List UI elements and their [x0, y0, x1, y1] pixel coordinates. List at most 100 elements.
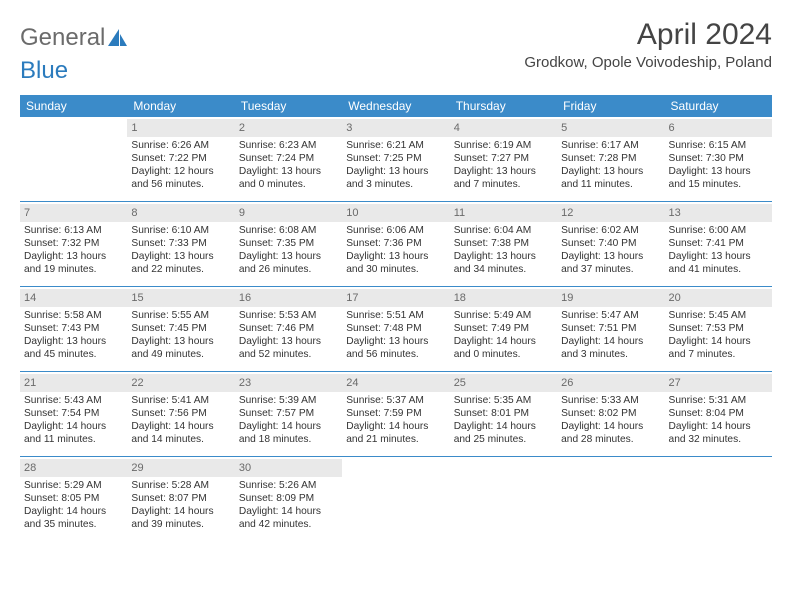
daylight1-text: Daylight: 14 hours [561, 420, 660, 433]
dow-tuesday: Tuesday [235, 95, 342, 117]
daylight2-text: and 21 minutes. [346, 433, 445, 446]
daylight2-text: and 39 minutes. [131, 518, 230, 531]
sunset-text: Sunset: 7:33 PM [131, 237, 230, 250]
sunrise-text: Sunrise: 6:19 AM [454, 139, 553, 152]
day-cell: 16Sunrise: 5:53 AMSunset: 7:46 PMDayligh… [235, 287, 342, 371]
day-number: 16 [235, 289, 342, 307]
sunrise-text: Sunrise: 6:06 AM [346, 224, 445, 237]
sunset-text: Sunset: 7:51 PM [561, 322, 660, 335]
daylight2-text: and 11 minutes. [24, 433, 123, 446]
daylight1-text: Daylight: 13 hours [346, 250, 445, 263]
day-number: 1 [127, 119, 234, 137]
day-number: 29 [127, 459, 234, 477]
daylight1-text: Daylight: 13 hours [24, 250, 123, 263]
daylight2-text: and 0 minutes. [239, 178, 338, 191]
day-number: 25 [450, 374, 557, 392]
daylight1-text: Daylight: 14 hours [454, 420, 553, 433]
sunrise-text: Sunrise: 6:15 AM [669, 139, 768, 152]
day-cell: 5Sunrise: 6:17 AMSunset: 7:28 PMDaylight… [557, 117, 664, 201]
day-number: 12 [557, 204, 664, 222]
sunset-text: Sunset: 7:59 PM [346, 407, 445, 420]
sunrise-text: Sunrise: 6:00 AM [669, 224, 768, 237]
day-cell: 21Sunrise: 5:43 AMSunset: 7:54 PMDayligh… [20, 372, 127, 456]
sunset-text: Sunset: 7:24 PM [239, 152, 338, 165]
day-number: 28 [20, 459, 127, 477]
sunset-text: Sunset: 8:04 PM [669, 407, 768, 420]
daylight1-text: Daylight: 14 hours [454, 335, 553, 348]
dow-wednesday: Wednesday [342, 95, 449, 117]
daylight1-text: Daylight: 13 hours [346, 165, 445, 178]
daylight2-text: and 18 minutes. [239, 433, 338, 446]
day-cell: 19Sunrise: 5:47 AMSunset: 7:51 PMDayligh… [557, 287, 664, 371]
brand-sail-icon [107, 28, 129, 48]
day-number: 10 [342, 204, 449, 222]
day-cell: 1 Sunrise: 6:26 AMSunset: 7:22 PMDaylight… [127, 117, 234, 201]
daylight1-text: Daylight: 13 hours [454, 250, 553, 263]
sunrise-text: Sunrise: 6:17 AM [561, 139, 660, 152]
daylight2-text: and 26 minutes. [239, 263, 338, 276]
sunrise-text: Sunrise: 5:49 AM [454, 309, 553, 322]
daylight1-text: Daylight: 12 hours [131, 165, 230, 178]
daylight1-text: Daylight: 13 hours [346, 335, 445, 348]
daylight2-text: and 45 minutes. [24, 348, 123, 361]
day-cell: 20Sunrise: 5:45 AMSunset: 7:53 PMDayligh… [665, 287, 772, 371]
daylight1-text: Daylight: 14 hours [239, 505, 338, 518]
daylight1-text: Daylight: 13 hours [131, 250, 230, 263]
sunset-text: Sunset: 8:05 PM [24, 492, 123, 505]
daylight1-text: Daylight: 14 hours [24, 505, 123, 518]
sunrise-text: Sunrise: 5:53 AM [239, 309, 338, 322]
brand-part1: General [20, 24, 105, 52]
daylight2-text: and 32 minutes. [669, 433, 768, 446]
daylight1-text: Daylight: 13 hours [239, 250, 338, 263]
day-cell: 7 Sunrise: 6:13 AMSunset: 7:32 PMDaylight… [20, 202, 127, 286]
day-number: 24 [342, 374, 449, 392]
dow-sunday: Sunday [20, 95, 127, 117]
sunrise-text: Sunrise: 5:55 AM [131, 309, 230, 322]
daylight1-text: Daylight: 14 hours [131, 420, 230, 433]
sunrise-text: Sunrise: 5:39 AM [239, 394, 338, 407]
sunrise-text: Sunrise: 6:02 AM [561, 224, 660, 237]
day-number: 9 [235, 204, 342, 222]
daylight1-text: Daylight: 13 hours [239, 165, 338, 178]
daylight2-text: and 22 minutes. [131, 263, 230, 276]
day-number: 4 [450, 119, 557, 137]
day-number: 22 [127, 374, 234, 392]
daylight2-text: and 42 minutes. [239, 518, 338, 531]
sunrise-text: Sunrise: 5:29 AM [24, 479, 123, 492]
sunset-text: Sunset: 8:07 PM [131, 492, 230, 505]
daylight2-text: and 11 minutes. [561, 178, 660, 191]
sunrise-text: Sunrise: 6:04 AM [454, 224, 553, 237]
day-number: 30 [235, 459, 342, 477]
dow-monday: Monday [127, 95, 234, 117]
day-cell: 28 Sunrise: 5:29 AMSunset: 8:05 PMDayligh… [20, 457, 127, 541]
daylight1-text: Daylight: 14 hours [239, 420, 338, 433]
sunset-text: Sunset: 7:41 PM [669, 237, 768, 250]
sunset-text: Sunset: 7:48 PM [346, 322, 445, 335]
day-number: 26 [557, 374, 664, 392]
sunset-text: Sunset: 7:22 PM [131, 152, 230, 165]
sunrise-text: Sunrise: 6:23 AM [239, 139, 338, 152]
sunset-text: Sunset: 7:46 PM [239, 322, 338, 335]
sunset-text: Sunset: 8:02 PM [561, 407, 660, 420]
daylight2-text: and 30 minutes. [346, 263, 445, 276]
sunrise-text: Sunrise: 6:26 AM [131, 139, 230, 152]
calendar-page: General April 2024 Grodkow, Opole Voivod… [0, 0, 792, 551]
daylight2-text: and 3 minutes. [561, 348, 660, 361]
daylight2-text: and 15 minutes. [669, 178, 768, 191]
day-number: 7 [20, 204, 127, 222]
day-number: 3 [342, 119, 449, 137]
sunset-text: Sunset: 7:53 PM [669, 322, 768, 335]
day-number: 19 [557, 289, 664, 307]
sunrise-text: Sunrise: 5:37 AM [346, 394, 445, 407]
sunrise-text: Sunrise: 6:13 AM [24, 224, 123, 237]
dow-friday: Friday [557, 95, 664, 117]
daylight1-text: Daylight: 13 hours [561, 165, 660, 178]
daylight1-text: Daylight: 14 hours [131, 505, 230, 518]
day-cell: 3Sunrise: 6:21 AMSunset: 7:25 PMDaylight… [342, 117, 449, 201]
day-cell: 4Sunrise: 6:19 AMSunset: 7:27 PMDaylight… [450, 117, 557, 201]
sunrise-text: Sunrise: 5:43 AM [24, 394, 123, 407]
sunset-text: Sunset: 7:27 PM [454, 152, 553, 165]
dow-saturday: Saturday [665, 95, 772, 117]
sunset-text: Sunset: 7:32 PM [24, 237, 123, 250]
daylight2-text: and 0 minutes. [454, 348, 553, 361]
